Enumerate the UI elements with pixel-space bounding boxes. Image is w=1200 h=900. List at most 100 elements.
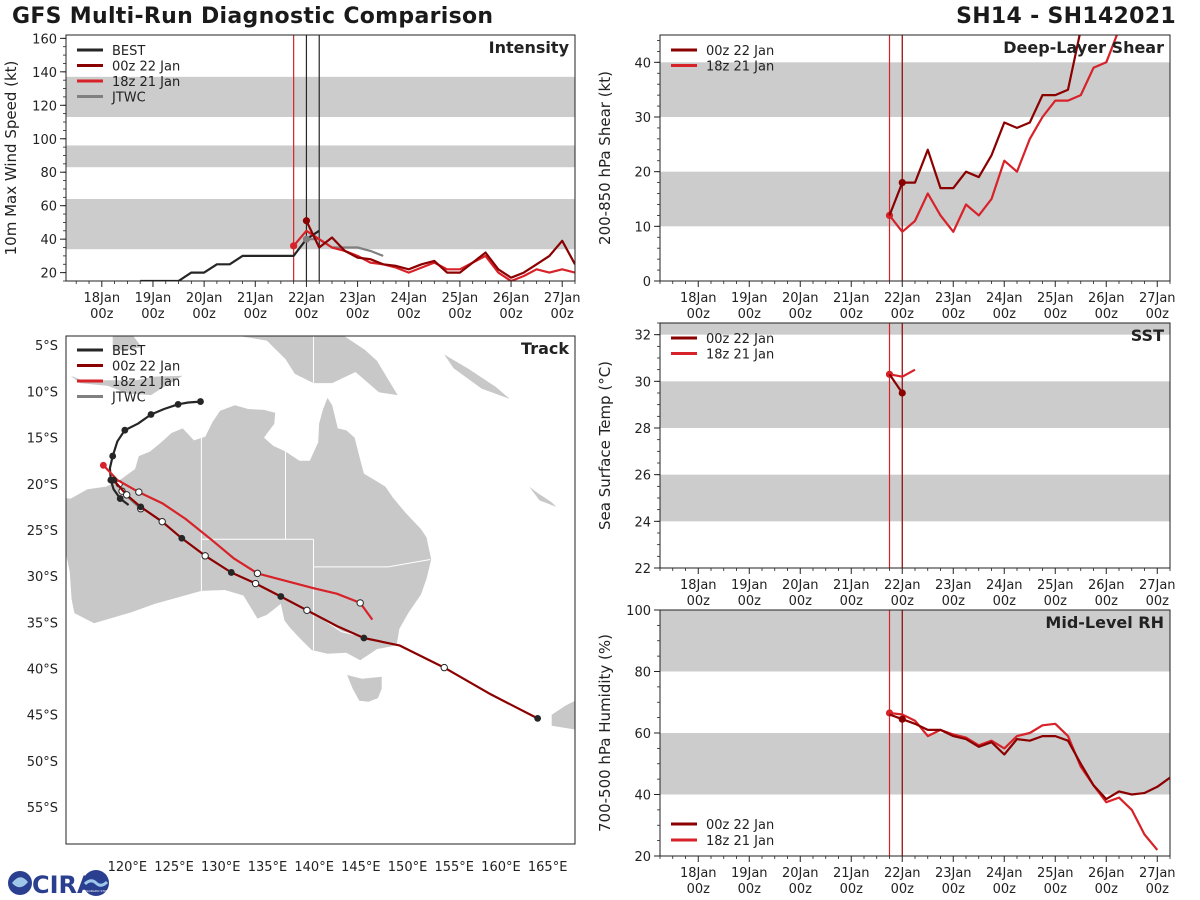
cira-logo: CIRA COLORADO STATE — [8, 870, 110, 898]
track-point-run_00z — [534, 714, 542, 722]
shear-legend-label: 00z 22 Jan — [706, 44, 774, 59]
new-caledonia-landmass — [529, 486, 557, 507]
intensity-point-run_00z — [302, 217, 311, 225]
track-title: Track — [521, 339, 569, 358]
sst-point-run_00z — [898, 389, 906, 397]
sst-x-tick-label: 00z — [789, 594, 813, 609]
rh-band-1 — [660, 610, 1170, 672]
track-point-open-run_00z — [251, 579, 260, 588]
shear-x-tick-label: 00z — [789, 307, 813, 322]
sst-x-tick-label: 00z — [1095, 594, 1119, 609]
track-point-run_00z — [360, 634, 368, 642]
shear-x-tick-label: 22Jan — [884, 291, 921, 306]
australia-landmass — [66, 397, 432, 661]
sst-x-tick-label: 23Jan — [935, 578, 972, 593]
java-landmass — [66, 379, 67, 381]
rh-x-tick-label: 00z — [1146, 882, 1170, 897]
intensity-band-1 — [66, 145, 575, 168]
intensity-x-tick-label: 19Jan — [135, 291, 172, 306]
track-lon-label: 135°E — [248, 860, 288, 875]
sst-x-tick-label: 00z — [840, 594, 864, 609]
rh-y-tick-label: 80 — [634, 666, 651, 681]
intensity-x-tick-label: 00z — [192, 307, 216, 322]
sst-series-run_00z — [888, 373, 904, 394]
rh-x-tick-label: 21Jan — [833, 866, 870, 881]
rh-x-tick-label: 00z — [942, 882, 966, 897]
rh-plot-area — [660, 610, 1170, 856]
intensity-x-tick-label: 24Jan — [390, 291, 427, 306]
intensity-x-tick-label: 00z — [397, 307, 421, 322]
lesser-sunda-landmass — [70, 375, 183, 396]
rh-x-tick-label: 20Jan — [782, 866, 819, 881]
shear-x-tick-label: 00z — [942, 307, 966, 322]
intensity-plot-area — [66, 35, 575, 281]
sst-x-tick-label: 00z — [1146, 594, 1170, 609]
track-lat-label: 50°S — [27, 755, 58, 770]
storm-id: SH14 - SH142021 — [956, 4, 1176, 29]
rh-y-tick-label: 40 — [634, 789, 651, 804]
intensity-legend-label: BEST — [112, 44, 145, 59]
rh-x-tick-label: 00z — [789, 882, 813, 897]
track-lon-label: 140°E — [294, 860, 334, 875]
sst-x-tick-label: 24Jan — [986, 578, 1023, 593]
sst-series-run_18z — [889, 368, 916, 378]
sst-title: SST — [1131, 326, 1164, 345]
track-point-run_00z — [227, 569, 235, 576]
track-lat-label: 10°S — [27, 385, 58, 400]
rh-x-tick-label: 00z — [687, 882, 711, 897]
page-title: GFS Multi-Run Diagnostic Comparison — [12, 4, 494, 29]
track-legend-label: JTWC — [111, 391, 146, 406]
track-frame — [65, 335, 576, 845]
track-point-best — [147, 411, 155, 418]
intensity-y-tick-label: 60 — [40, 200, 57, 215]
track-legend-label: 00z 22 Jan — [112, 360, 180, 375]
shear-y-tick-label: 20 — [634, 166, 651, 181]
intensity-y-tick-label: 40 — [40, 233, 57, 248]
sst-band-2 — [660, 323, 1170, 335]
state-border-4 — [313, 559, 431, 568]
track-point-open-run_00z — [123, 491, 131, 499]
csu-wave-icon — [83, 879, 109, 887]
sst-x-tick-label: 22Jan — [884, 578, 921, 593]
track-lon-label: 165°E — [528, 860, 568, 875]
intensity-y-tick-label: 120 — [32, 99, 57, 114]
sst-legend-label: 00z 22 Jan — [706, 332, 774, 347]
shear-panel: 01020304018Jan00z19Jan00z20Jan00z21Jan00… — [596, 34, 1176, 322]
sst-x-tick-label: 00z — [738, 594, 762, 609]
shear-x-tick-label: 19Jan — [731, 291, 768, 306]
track-point-open-run_00z — [201, 552, 209, 560]
shear-y-tick-label: 40 — [634, 56, 651, 71]
tasmania-landmass — [347, 675, 382, 702]
sst-x-tick-label: 20Jan — [782, 578, 819, 593]
intensity-x-tick-label: 27Jan — [544, 291, 581, 306]
new-guinea-landmass — [238, 336, 398, 396]
sst-band-1 — [660, 381, 1170, 428]
sst-plot-area — [660, 323, 1170, 568]
intensity-series-best — [140, 229, 320, 281]
track-lat-label: 30°S — [27, 570, 58, 585]
seram-landmass — [173, 327, 218, 334]
track-point-open-run_00z — [440, 663, 448, 672]
sst-x-tick-label: 00z — [687, 594, 711, 609]
intensity-legend-label: 00z 22 Jan — [112, 60, 180, 75]
intensity-legend-label: 18z 21 Jan — [112, 75, 180, 90]
shear-legend-label: 18z 21 Jan — [706, 60, 774, 75]
track-lat-label: 5°S — [35, 339, 58, 354]
track-lat-label: 45°S — [27, 709, 58, 724]
sst-y-tick-label: 28 — [634, 422, 651, 437]
shear-x-tick-label: 25Jan — [1037, 291, 1074, 306]
sst-y-tick-label: 30 — [634, 375, 651, 390]
shear-y-tick-label: 10 — [634, 220, 651, 235]
intensity-x-tick-label: 21Jan — [237, 291, 274, 306]
track-lat-label: 20°S — [27, 478, 58, 493]
rh-x-tick-label: 00z — [840, 882, 864, 897]
sst-y-tick-label: 22 — [634, 562, 651, 577]
intensity-point-jtwc — [302, 235, 311, 243]
intensity-y-tick-label: 80 — [40, 166, 57, 181]
track-point-best — [109, 452, 117, 460]
track-lon-label: 125°E — [154, 860, 194, 875]
track-lon-label: 130°E — [201, 860, 241, 875]
rh-x-tick-label: 00z — [993, 882, 1017, 897]
intensity-title: Intensity — [489, 38, 570, 57]
intensity-y-tick-label: 100 — [32, 133, 57, 148]
